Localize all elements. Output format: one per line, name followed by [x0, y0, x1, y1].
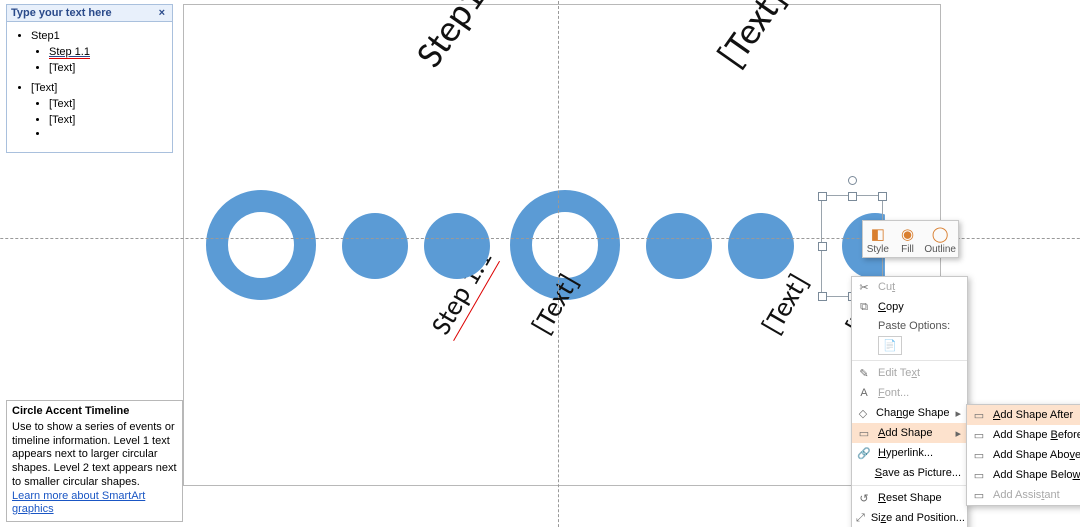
shape-icon: ▭ — [971, 468, 987, 482]
text-pane-item[interactable]: [Text][Text][Text] — [31, 80, 168, 146]
smartart-text-pane[interactable]: Type your text here × Step1Step 1.1[Text… — [6, 4, 173, 153]
menu-label: Add Shape — [878, 427, 932, 439]
menu-copy[interactable]: ⧉ Copy — [852, 297, 967, 317]
submenu-add-shape-before[interactable]: ▭ Add Shape Before — [967, 425, 1080, 445]
text-pane-subitem[interactable]: [Text] — [49, 60, 168, 76]
shape-icon: ▭ — [971, 488, 987, 502]
smartart-canvas[interactable]: Step1[Text]Step 1.1[Text][Text][Text] — [183, 4, 941, 486]
edit-icon: ✎ — [856, 366, 872, 380]
text-pane-item[interactable]: Step1Step 1.1[Text] — [31, 28, 168, 80]
submenu-add-shape-above[interactable]: ▭ Add Shape Above — [967, 445, 1080, 465]
link-icon: 🔗 — [856, 446, 872, 460]
timeline-dot[interactable] — [646, 213, 712, 279]
submenu-add-shape-below[interactable]: ▭ Add Shape Below — [967, 465, 1080, 485]
shape-icon: ▭ — [971, 428, 987, 442]
info-link[interactable]: Learn more about SmartArt graphics — [12, 490, 177, 518]
text-pane-subitem[interactable] — [49, 128, 168, 142]
timeline-ring[interactable] — [206, 190, 316, 300]
text-pane-header: Type your text here × — [7, 5, 172, 22]
selection-handle[interactable] — [878, 192, 887, 201]
selection-handle[interactable] — [818, 192, 827, 201]
text-pane-subitem[interactable]: [Text] — [49, 112, 168, 128]
submenu-label: Add Shape Above — [993, 449, 1080, 461]
menu-edit-text: ✎ Edit Text — [852, 363, 967, 383]
menu-font: A Font... — [852, 383, 967, 403]
close-icon[interactable]: × — [156, 7, 168, 19]
menu-label: Edit Text — [878, 367, 920, 379]
menu-label: Copy — [878, 301, 904, 313]
text-pane-subitem[interactable]: Step 1.1 — [49, 44, 168, 60]
mini-fill-button[interactable]: ◉Fill — [893, 221, 923, 257]
menu-change-shape[interactable]: ◇ Change Shape ▸ — [852, 403, 967, 423]
context-menu[interactable]: ✂ Cut ⧉ Copy Paste Options:📄 ✎ Edit Text A Font.… — [851, 276, 968, 527]
rotate-handle[interactable] — [848, 176, 857, 185]
submenu-add-shape-after[interactable]: ▭ Add Shape After — [967, 405, 1080, 425]
menu-label: Cut — [878, 281, 895, 293]
paste-options-header: Paste Options: — [852, 317, 967, 333]
info-title: Circle Accent Timeline — [12, 405, 177, 421]
menu-label: Size and Position... — [871, 512, 965, 524]
font-icon: A — [856, 386, 872, 400]
add-shape-submenu[interactable]: ▭ Add Shape After ▭ Add Shape Before ▭ Add Sh… — [966, 404, 1080, 506]
size-icon: ⤢ — [856, 511, 865, 525]
copy-icon: ⧉ — [856, 300, 872, 314]
shape-icon: ▭ — [971, 448, 987, 462]
shape-icon: ▭ — [971, 408, 987, 422]
menu-reset-shape[interactable]: ↺ Reset Shape — [852, 488, 967, 508]
reset-icon: ↺ — [856, 491, 872, 505]
timeline-dot[interactable] — [424, 213, 490, 279]
menu-label: Save as Picture... — [875, 467, 961, 479]
menu-add-shape[interactable]: ▭ Add Shape ▸ — [852, 423, 967, 443]
text-pane-title: Type your text here — [11, 7, 112, 19]
menu-label: Change Shape — [876, 407, 949, 419]
menu-size-and-position[interactable]: ⤢ Size and Position... — [852, 508, 967, 527]
selection-handle[interactable] — [818, 292, 827, 301]
menu-cut: ✂ Cut — [852, 277, 967, 297]
fill-icon: ◉ — [895, 225, 921, 243]
timeline-dot[interactable] — [342, 213, 408, 279]
mini-toolbar[interactable]: ◧Style◉Fill◯Outline — [862, 220, 959, 258]
mini-style-button[interactable]: ◧Style — [863, 221, 893, 257]
submenu-label: Add Assistant — [993, 489, 1060, 501]
selection-handle[interactable] — [848, 192, 857, 201]
change-icon: ◇ — [856, 406, 870, 420]
paste-icon — [856, 339, 872, 353]
style-icon: ◧ — [865, 225, 891, 243]
submenu-add-assistant: ▭ Add Assistant — [967, 485, 1080, 505]
submenu-label: Add Shape Before — [993, 429, 1080, 441]
menu-label: Reset Shape — [878, 492, 942, 504]
add-icon: ▭ — [856, 426, 872, 440]
submenu-label: Add Shape After — [993, 409, 1073, 421]
menu-save-as-picture[interactable]: Save as Picture... — [852, 463, 967, 483]
mini-outline-button[interactable]: ◯Outline — [922, 221, 958, 257]
timeline-label[interactable]: [Text] — [708, 0, 795, 76]
submenu-arrow-icon: ▸ — [955, 427, 961, 440]
menu-label: Font... — [878, 387, 909, 399]
smartart-info-pane: Circle Accent Timeline Use to show a ser… — [6, 400, 183, 522]
text-pane-subitem[interactable]: [Text] — [49, 96, 168, 112]
submenu-label: Add Shape Below — [993, 469, 1080, 481]
info-body: Use to show a series of events or timeli… — [12, 421, 177, 490]
submenu-arrow-icon: ▸ — [955, 407, 961, 420]
timeline-label[interactable]: Step1 — [406, 0, 494, 76]
text-pane-body[interactable]: Step1Step 1.1[Text][Text][Text][Text] — [7, 22, 172, 152]
menu-label: Hyperlink... — [878, 447, 933, 459]
cut-icon: ✂ — [856, 280, 872, 294]
menu-hyperlink[interactable]: 🔗 Hyperlink... — [852, 443, 967, 463]
paste-option-button[interactable]: 📄 — [852, 333, 967, 358]
guide-vertical — [558, 0, 559, 527]
timeline-dot[interactable] — [728, 213, 794, 279]
blank-icon — [856, 466, 869, 480]
selection-handle[interactable] — [818, 242, 827, 251]
outline-icon: ◯ — [924, 225, 956, 243]
